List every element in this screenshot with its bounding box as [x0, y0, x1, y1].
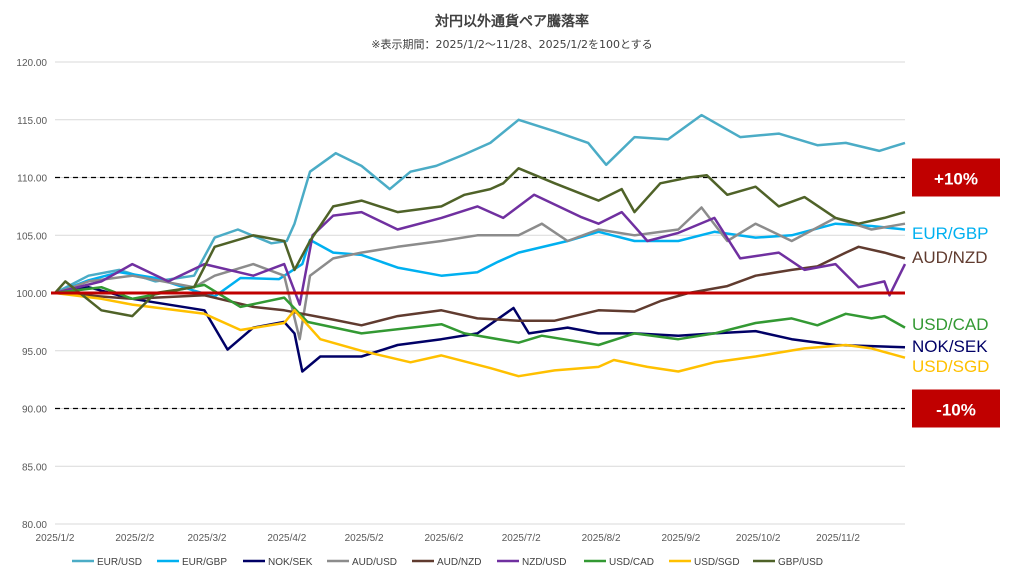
- series-line-eur-usd: [54, 113, 906, 295]
- right-label: USD/SGD: [912, 357, 989, 376]
- series-line-gbp-usd: [54, 167, 906, 318]
- legend-label: EUR/USD: [97, 557, 142, 568]
- threshold-box: [912, 158, 1000, 197]
- y-tick-label: 115.00: [17, 116, 47, 127]
- x-tick-label: 2025/6/2: [424, 533, 463, 544]
- right-label: EUR/GBP: [912, 224, 989, 243]
- x-tick-label: 2025/10/2: [736, 533, 781, 544]
- right-label: NOK/SEK: [912, 337, 988, 356]
- series-line-aud-usd: [54, 206, 906, 341]
- series-line-usd-sgd: [54, 291, 906, 378]
- threshold-box-label: +10%: [934, 170, 978, 189]
- x-tick-label: 2025/1/2: [36, 533, 75, 544]
- x-tick-label: 2025/9/2: [661, 533, 700, 544]
- series-lines: [54, 113, 907, 378]
- series-line-nok-sek: [54, 285, 906, 373]
- legend: EUR/USD EUR/GBP NOK/SEK AUD/USD AUD/NZD NZD/U…: [72, 557, 823, 568]
- series-line-aud-nzd: [54, 245, 906, 327]
- legend-label: USD/SGD: [694, 557, 740, 568]
- threshold-box: [912, 389, 1000, 428]
- series-line-nzd-usd: [54, 193, 907, 306]
- y-tick-label: 105.00: [16, 231, 47, 242]
- y-axis: 80.00 85.00 90.00 95.00 100.00 105.00 110.00 11…: [16, 58, 47, 531]
- right-label: USD/CAD: [912, 315, 989, 334]
- reference-lines: [55, 176, 905, 410]
- chart-title: 対円以外通貨ペア騰落率: [434, 13, 589, 30]
- x-tick-label: 2025/4/2: [267, 533, 306, 544]
- x-tick-label: 2025/2/2: [115, 533, 154, 544]
- y-tick-label: 80.00: [22, 520, 47, 531]
- y-tick-label: 110.00: [17, 174, 47, 185]
- threshold-labels: +10% -10%: [912, 158, 1000, 428]
- y-tick-label: 95.00: [22, 347, 47, 358]
- legend-label: AUD/USD: [352, 557, 397, 568]
- x-tick-label: 2025/5/2: [345, 533, 384, 544]
- x-tick-label: 2025/11/2: [816, 533, 860, 544]
- y-tick-label: 85.00: [22, 462, 47, 473]
- legend-label: AUD/NZD: [437, 557, 481, 568]
- legend-label: NOK/SEK: [268, 557, 313, 568]
- y-tick-label: 120.00: [16, 58, 47, 69]
- chart-subtitle: ※表示期間：2025/1/2〜11/28、2025/1/2を100とする: [371, 37, 652, 51]
- legend-label: USD/CAD: [609, 557, 654, 568]
- x-tick-label: 2025/8/2: [582, 533, 621, 544]
- threshold-box-label: -10%: [936, 401, 976, 420]
- y-tick-label: 100.00: [16, 289, 47, 300]
- x-tick-label: 2025/7/2: [502, 533, 541, 544]
- right-label: AUD/NZD: [912, 248, 988, 267]
- legend-label: EUR/GBP: [182, 557, 227, 568]
- x-axis: 2025/1/2 2025/2/2 2025/3/2 2025/4/2 2025/5/2…: [36, 533, 861, 544]
- y-tick-label: 90.00: [22, 405, 47, 416]
- legend-label: NZD/USD: [522, 557, 566, 568]
- series-line-usd-cad: [54, 283, 906, 347]
- legend-label: GBP/USD: [778, 557, 823, 568]
- x-tick-label: 2025/3/2: [188, 533, 227, 544]
